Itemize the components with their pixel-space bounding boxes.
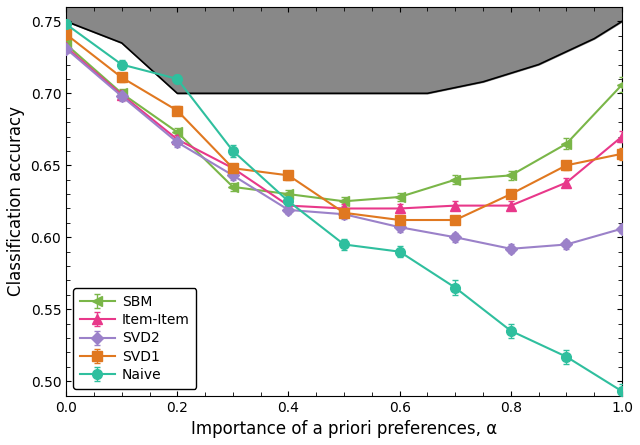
- Y-axis label: Classification accuracy: Classification accuracy: [7, 106, 25, 296]
- Legend: SBM, Item-Item, SVD2, SVD1, Naive: SBM, Item-Item, SVD2, SVD1, Naive: [73, 288, 196, 388]
- X-axis label: Importance of a priori preferences, α: Importance of a priori preferences, α: [191, 420, 497, 438]
